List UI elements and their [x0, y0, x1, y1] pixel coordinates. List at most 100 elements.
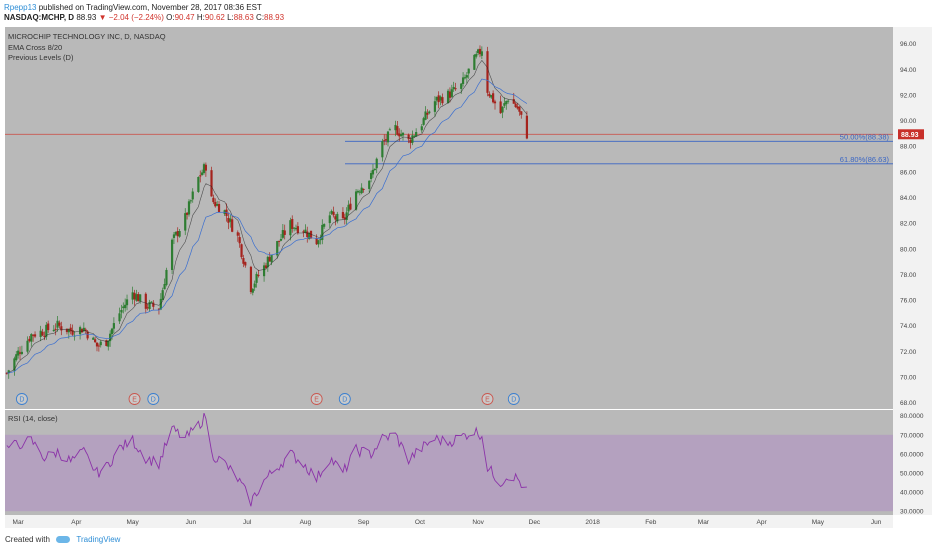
- candle-body: [518, 106, 521, 112]
- ema-lines: [6, 59, 528, 374]
- price-pane[interactable]: [5, 27, 893, 409]
- candle-body: [463, 77, 467, 79]
- last-price: 88.93: [76, 13, 97, 22]
- candle-body: [383, 140, 386, 142]
- close-value: 88.93: [264, 13, 285, 22]
- candle-body: [240, 244, 243, 258]
- candle-body: [86, 331, 89, 339]
- candle-body: [26, 340, 29, 352]
- quote-line: NASDAQ:MCHP, D 88.93 ▼ −2.04 (−2.24%) O:…: [4, 13, 284, 22]
- price-axis[interactable]: [893, 27, 932, 515]
- price-ticks: 96.00 94.00 92.00 90.00 88.00 86.00 84.00 82.00…: [900, 41, 917, 407]
- candle-body: [201, 172, 204, 176]
- fib-label-50: 50.00%(88.38): [840, 132, 890, 141]
- candle-body: [293, 227, 296, 229]
- candle-body: [204, 164, 207, 171]
- candle-body: [152, 302, 155, 307]
- candle-body: [413, 135, 416, 137]
- price-tick-label: 74.00: [900, 323, 917, 330]
- candle-body: [174, 231, 177, 235]
- event-marker-circle: [338, 393, 351, 405]
- candle-body: [373, 168, 376, 170]
- price-tick-label: 76.00: [900, 298, 917, 305]
- rsi-tick-label: 80.0000: [900, 413, 924, 420]
- candle-body: [32, 334, 35, 336]
- footer: Created with TradingView: [5, 535, 120, 544]
- candle-body: [133, 292, 136, 300]
- candle-body: [315, 238, 318, 245]
- current-price-label: 88.93: [901, 132, 919, 139]
- rsi-line: [6, 412, 527, 507]
- candle-body: [381, 141, 384, 158]
- candle-body: [28, 338, 31, 342]
- candle-body: [398, 133, 401, 137]
- candle-body: [184, 213, 187, 231]
- candle-body: [242, 258, 245, 264]
- time-tick-label: Nov: [472, 519, 484, 526]
- candle-body: [371, 169, 375, 175]
- candle-body: [473, 54, 476, 70]
- candle-body: [407, 134, 410, 140]
- created-with-text: Created with: [5, 535, 50, 544]
- rsi-title: RSI (14, close): [8, 414, 58, 423]
- candle-body: [5, 372, 8, 374]
- candle-body: [368, 180, 371, 189]
- price-tick-label: 92.00: [900, 92, 917, 99]
- candle-body: [249, 266, 253, 293]
- open-label: O:: [166, 13, 175, 22]
- legend-title: MICROCHIP TECHNOLOGY INC, D, NASDAQ: [8, 32, 166, 41]
- candle-body: [501, 106, 504, 113]
- candle-body: [95, 342, 99, 347]
- candle-body: [99, 341, 102, 346]
- candle-body: [199, 175, 202, 177]
- candle-body: [7, 370, 10, 374]
- event-marker-circle: [147, 393, 160, 405]
- candle-body: [187, 201, 191, 215]
- rsi-series: [6, 412, 527, 507]
- legend-previous-levels[interactable]: Previous Levels (D): [8, 53, 74, 62]
- candle-body: [216, 204, 219, 206]
- candle-body: [450, 89, 453, 97]
- candle-body: [486, 51, 489, 93]
- candle-body: [264, 265, 268, 268]
- dividend-marker-label: D: [342, 397, 347, 404]
- candle-body: [60, 326, 63, 331]
- candle-body: [424, 111, 427, 120]
- chart-area[interactable]: D E D E D E D 96.00 94.00 92.00 90.00 88.00 86.00 84…: [0, 0, 932, 532]
- candle-body: [448, 91, 452, 98]
- time-ticks: Mar Apr May Jun Jul Aug Sep Oct Nov Dec 2018 Feb Mar…: [13, 519, 882, 526]
- candle-body: [478, 48, 482, 55]
- time-tick-label: 2018: [585, 519, 600, 526]
- legend-ema-cross[interactable]: EMA Cross 8/20: [8, 43, 62, 52]
- event-marker-circle: [507, 393, 520, 405]
- price-tick-label: 84.00: [900, 195, 917, 202]
- candle-body: [306, 231, 309, 238]
- price-tick-label: 80.00: [900, 246, 917, 253]
- rsi-band: [5, 434, 893, 512]
- author-link[interactable]: Rpepp13: [4, 3, 37, 12]
- low-label: L:: [227, 13, 234, 22]
- time-axis[interactable]: [5, 515, 893, 528]
- candle-body: [120, 309, 123, 313]
- candle-body: [507, 100, 510, 102]
- candle-body: [18, 352, 22, 354]
- candle-body: [437, 95, 440, 103]
- candle-body: [317, 240, 320, 245]
- close-label: C:: [256, 13, 265, 22]
- price-tick-label: 72.00: [900, 349, 917, 356]
- candle-body: [122, 306, 125, 309]
- time-tick-label: Sep: [358, 519, 370, 526]
- candle-body: [82, 327, 85, 332]
- candle-body: [92, 337, 95, 340]
- tradingview-link[interactable]: TradingView: [76, 535, 121, 544]
- candle-body: [420, 126, 423, 131]
- publish-line: Rpepp13 published on TradingView.com, No…: [4, 3, 262, 12]
- candle-body: [302, 231, 305, 233]
- candle-body: [349, 203, 352, 210]
- candle-body: [262, 265, 266, 277]
- candle-body: [124, 304, 127, 309]
- candle-body: [210, 170, 213, 197]
- candle-body: [520, 111, 523, 115]
- candle-body: [396, 126, 399, 135]
- candle-body: [107, 340, 110, 347]
